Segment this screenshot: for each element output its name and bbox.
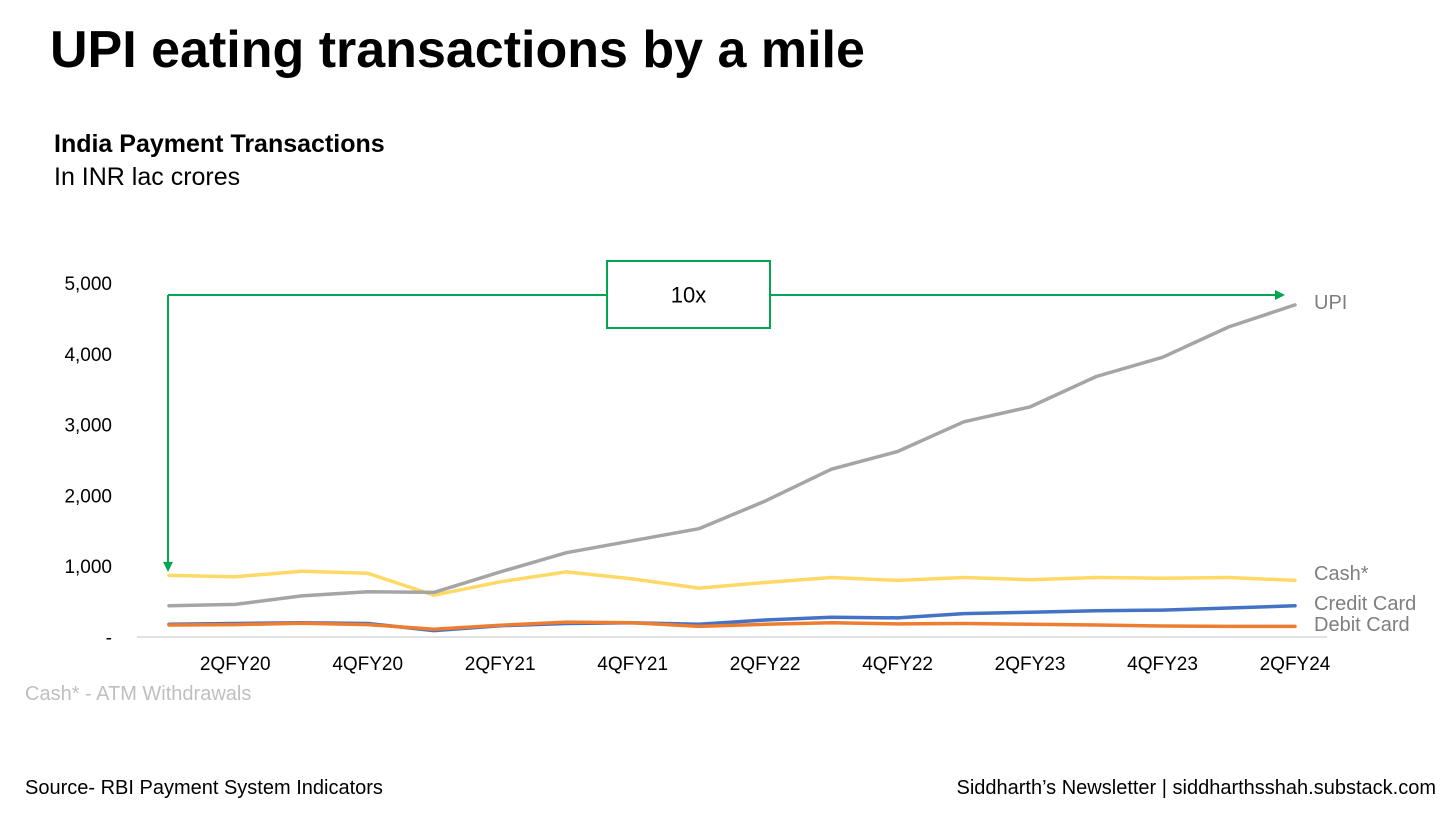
chart-units: In INR lac crores [54,163,241,191]
arrowhead-right-icon [1275,290,1285,301]
series-line-debit-card [167,620,1297,631]
series-label-cash: Cash* [1314,563,1369,585]
series-lines [167,303,1297,633]
annotation-box [606,260,771,329]
x-tick-label: 2QFY21 [465,654,536,675]
x-tick-label: 4QFY23 [1127,654,1198,675]
footnote: Cash* - ATM Withdrawals [25,683,252,705]
x-tick-label: 4QFY20 [332,654,403,675]
x-axis-labels: 2QFY20 4QFY20 2QFY21 4QFY21 2QFY22 4QFY22 2QFY… [200,654,1331,675]
page-title: UPI eating transactions by a mile [50,21,865,79]
chart-title: India Payment Transactions [54,130,385,158]
series-label-credit-card: Credit Card [1314,593,1416,615]
x-tick-label: 2QFY22 [730,654,801,675]
credit-note: Siddharth’s Newsletter | siddharthsshah.… [956,777,1436,799]
series-label-upi: UPI [1314,292,1347,314]
annotation-label: 10x [671,283,706,308]
y-tick-label: 1,000 [64,557,112,578]
annotation-10x: 10x [163,260,1285,572]
y-tick-label: 4,000 [64,345,112,366]
x-tick-label: 4QFY21 [597,654,668,675]
arrowhead-down-icon [163,561,173,572]
y-tick-label: - [106,628,112,649]
y-tick-label: 3,000 [64,416,112,437]
series-line-cash [167,569,1297,597]
series-line-upi [167,303,1297,608]
x-tick-label: 2QFY20 [200,654,271,675]
x-tick-label: 4QFY22 [862,654,933,675]
y-axis-labels: - 1,000 2,000 3,000 4,000 5,000 [64,274,112,649]
x-tick-label: 2QFY24 [1260,654,1331,675]
x-tick-label: 2QFY23 [995,654,1066,675]
series-label-debit-card: Debit Card [1314,614,1410,636]
y-tick-label: 2,000 [64,486,112,507]
source-note: Source- RBI Payment System Indicators [25,777,383,799]
y-tick-label: 5,000 [64,274,112,295]
